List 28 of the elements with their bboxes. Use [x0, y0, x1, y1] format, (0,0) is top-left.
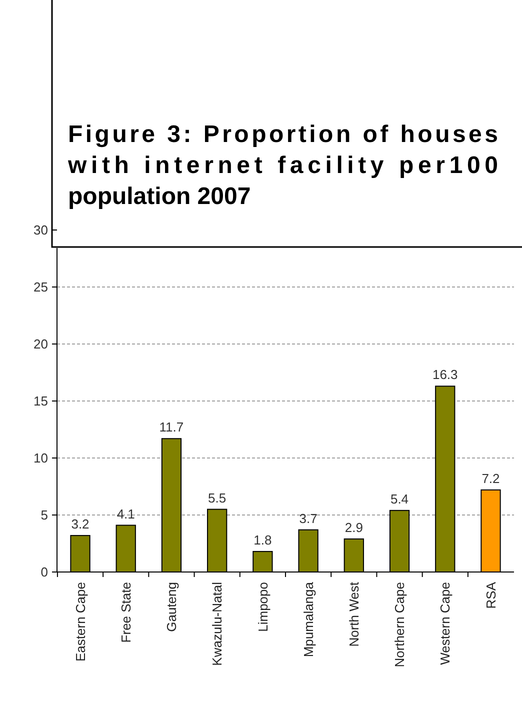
x-tick-label: Eastern Cape — [72, 582, 88, 662]
chart-title: Figure 3: Proportion of houses with internet facility per100 population 2007 — [67, 121, 498, 210]
x-tick-label: North West — [346, 582, 362, 647]
y-tick-label: 30 — [34, 222, 48, 238]
x-tick-label: Mpumalanga — [300, 581, 316, 658]
y-tick-label: 20 — [34, 336, 48, 352]
data-label: 3.2 — [71, 516, 90, 532]
data-label: 5.5 — [208, 490, 226, 506]
data-label: 5.4 — [390, 491, 409, 506]
x-tick-label: Free State — [118, 582, 134, 643]
x-tick-label: Limpopo — [255, 582, 270, 632]
x-tick-label: Gauteng — [164, 582, 180, 632]
x-tick-label: Kwazulu-Natal — [210, 582, 225, 666]
y-tick-label: 15 — [34, 394, 48, 409]
data-label: 3.7 — [299, 510, 318, 526]
y-tick-label: 10 — [34, 450, 48, 466]
x-tick-label: Western Cape — [438, 582, 453, 665]
y-tick-label: 25 — [34, 280, 48, 295]
x-tick-label: RSA — [483, 582, 498, 609]
data-label: 16.3 — [432, 367, 458, 382]
data-label: 11.7 — [159, 420, 184, 435]
data-label: 7.2 — [482, 470, 500, 486]
y-tick-label: 0 — [40, 564, 48, 580]
data-label: 1.8 — [254, 532, 272, 548]
x-tick-label: Northern Cape — [392, 582, 408, 668]
data-label: 2.9 — [344, 520, 363, 535]
y-tick-label: 5 — [40, 508, 48, 523]
data-label: 4.1 — [116, 506, 135, 522]
